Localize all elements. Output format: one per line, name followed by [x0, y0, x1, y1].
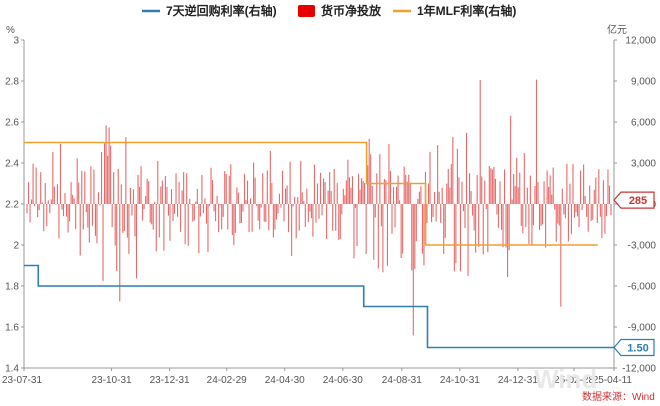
- left-tick-label: 2.8: [5, 77, 19, 88]
- right-tick-label: -12,000: [622, 364, 656, 375]
- x-tick-label: 24-06-30: [323, 375, 363, 386]
- callout-label: 1.50: [627, 343, 648, 355]
- reverse-repo-rate-line: [24, 264, 614, 349]
- right-tick-label: 12,000: [625, 36, 656, 47]
- legend-reverse-repo-label: 7天逆回购利率(右轴): [166, 3, 277, 18]
- left-tick-label: 2.6: [5, 118, 19, 129]
- x-tick-label: 25-04-11: [593, 375, 633, 386]
- x-tick-label: 24-02-29: [207, 375, 247, 386]
- value-callouts: 285 1.50: [613, 191, 655, 357]
- legend-net-injection-marker: [298, 5, 315, 17]
- callout-box: [613, 338, 655, 357]
- right-tick-label: 9,000: [631, 77, 656, 88]
- left-tick-label: 3: [13, 36, 19, 47]
- left-tick-label: 2.4: [5, 159, 19, 170]
- legend-mlf-label: 1年MLF利率(右轴): [417, 3, 516, 18]
- left-tick-label: 1.8: [5, 282, 19, 293]
- x-tick-label: 23-10-31: [92, 375, 132, 386]
- callout-box: [613, 191, 655, 209]
- right-tick-label: -9,000: [628, 323, 657, 334]
- rate-lines: [24, 141, 614, 349]
- legend: 7天逆回购利率(右轴) 货币净投放 1年MLF利率(右轴): [142, 3, 516, 18]
- x-tick-label: 24-08-31: [382, 375, 422, 386]
- callout-label: 285: [629, 195, 647, 207]
- reverse-repo-callout: 1.50: [613, 338, 655, 357]
- right-tick-label: 3,000: [631, 159, 656, 170]
- left-tick-label: 1.4: [5, 364, 19, 375]
- net-injection-bars: [26, 79, 612, 336]
- left-tick-label: 1.6: [5, 323, 19, 334]
- right-axis-ticks: 12,0009,0006,0003,0000-3,000-6,000-9,000…: [614, 36, 656, 375]
- x-tick-label: 23-12-31: [150, 375, 190, 386]
- watermark: Wind: [534, 364, 597, 394]
- legend-net-injection-label: 货币净投放: [321, 3, 382, 18]
- x-tick-label: 24-10-31: [440, 375, 480, 386]
- x-tick-label: 25-02-28: [554, 375, 594, 386]
- left-tick-label: 2: [13, 241, 19, 252]
- right-tick-label: -3,000: [628, 241, 657, 252]
- right-axis-unit: 亿元: [607, 23, 627, 36]
- x-axis-ticks: 23-07-31 23-10-31 23-12-31 24-02-29 24-04-30…: [2, 368, 632, 386]
- right-tick-label: 6,000: [631, 118, 656, 129]
- left-axis-unit: %: [6, 25, 15, 36]
- x-tick-label: 24-04-30: [265, 375, 305, 386]
- mlf-rate-line: [24, 141, 598, 246]
- x-tick-label: 23-07-31: [2, 375, 42, 386]
- x-tick-label: 24-12-31: [498, 375, 538, 386]
- net-injection-callout: 285: [613, 191, 655, 209]
- left-axis-ticks: 3 2.8 2.6 2.4 2.2 2 1.8 1.6 1.4: [5, 36, 24, 375]
- right-tick-label: -6,000: [628, 282, 657, 293]
- source-note: 数据来源：Wind: [582, 390, 655, 403]
- left-tick-label: 2.2: [5, 200, 19, 211]
